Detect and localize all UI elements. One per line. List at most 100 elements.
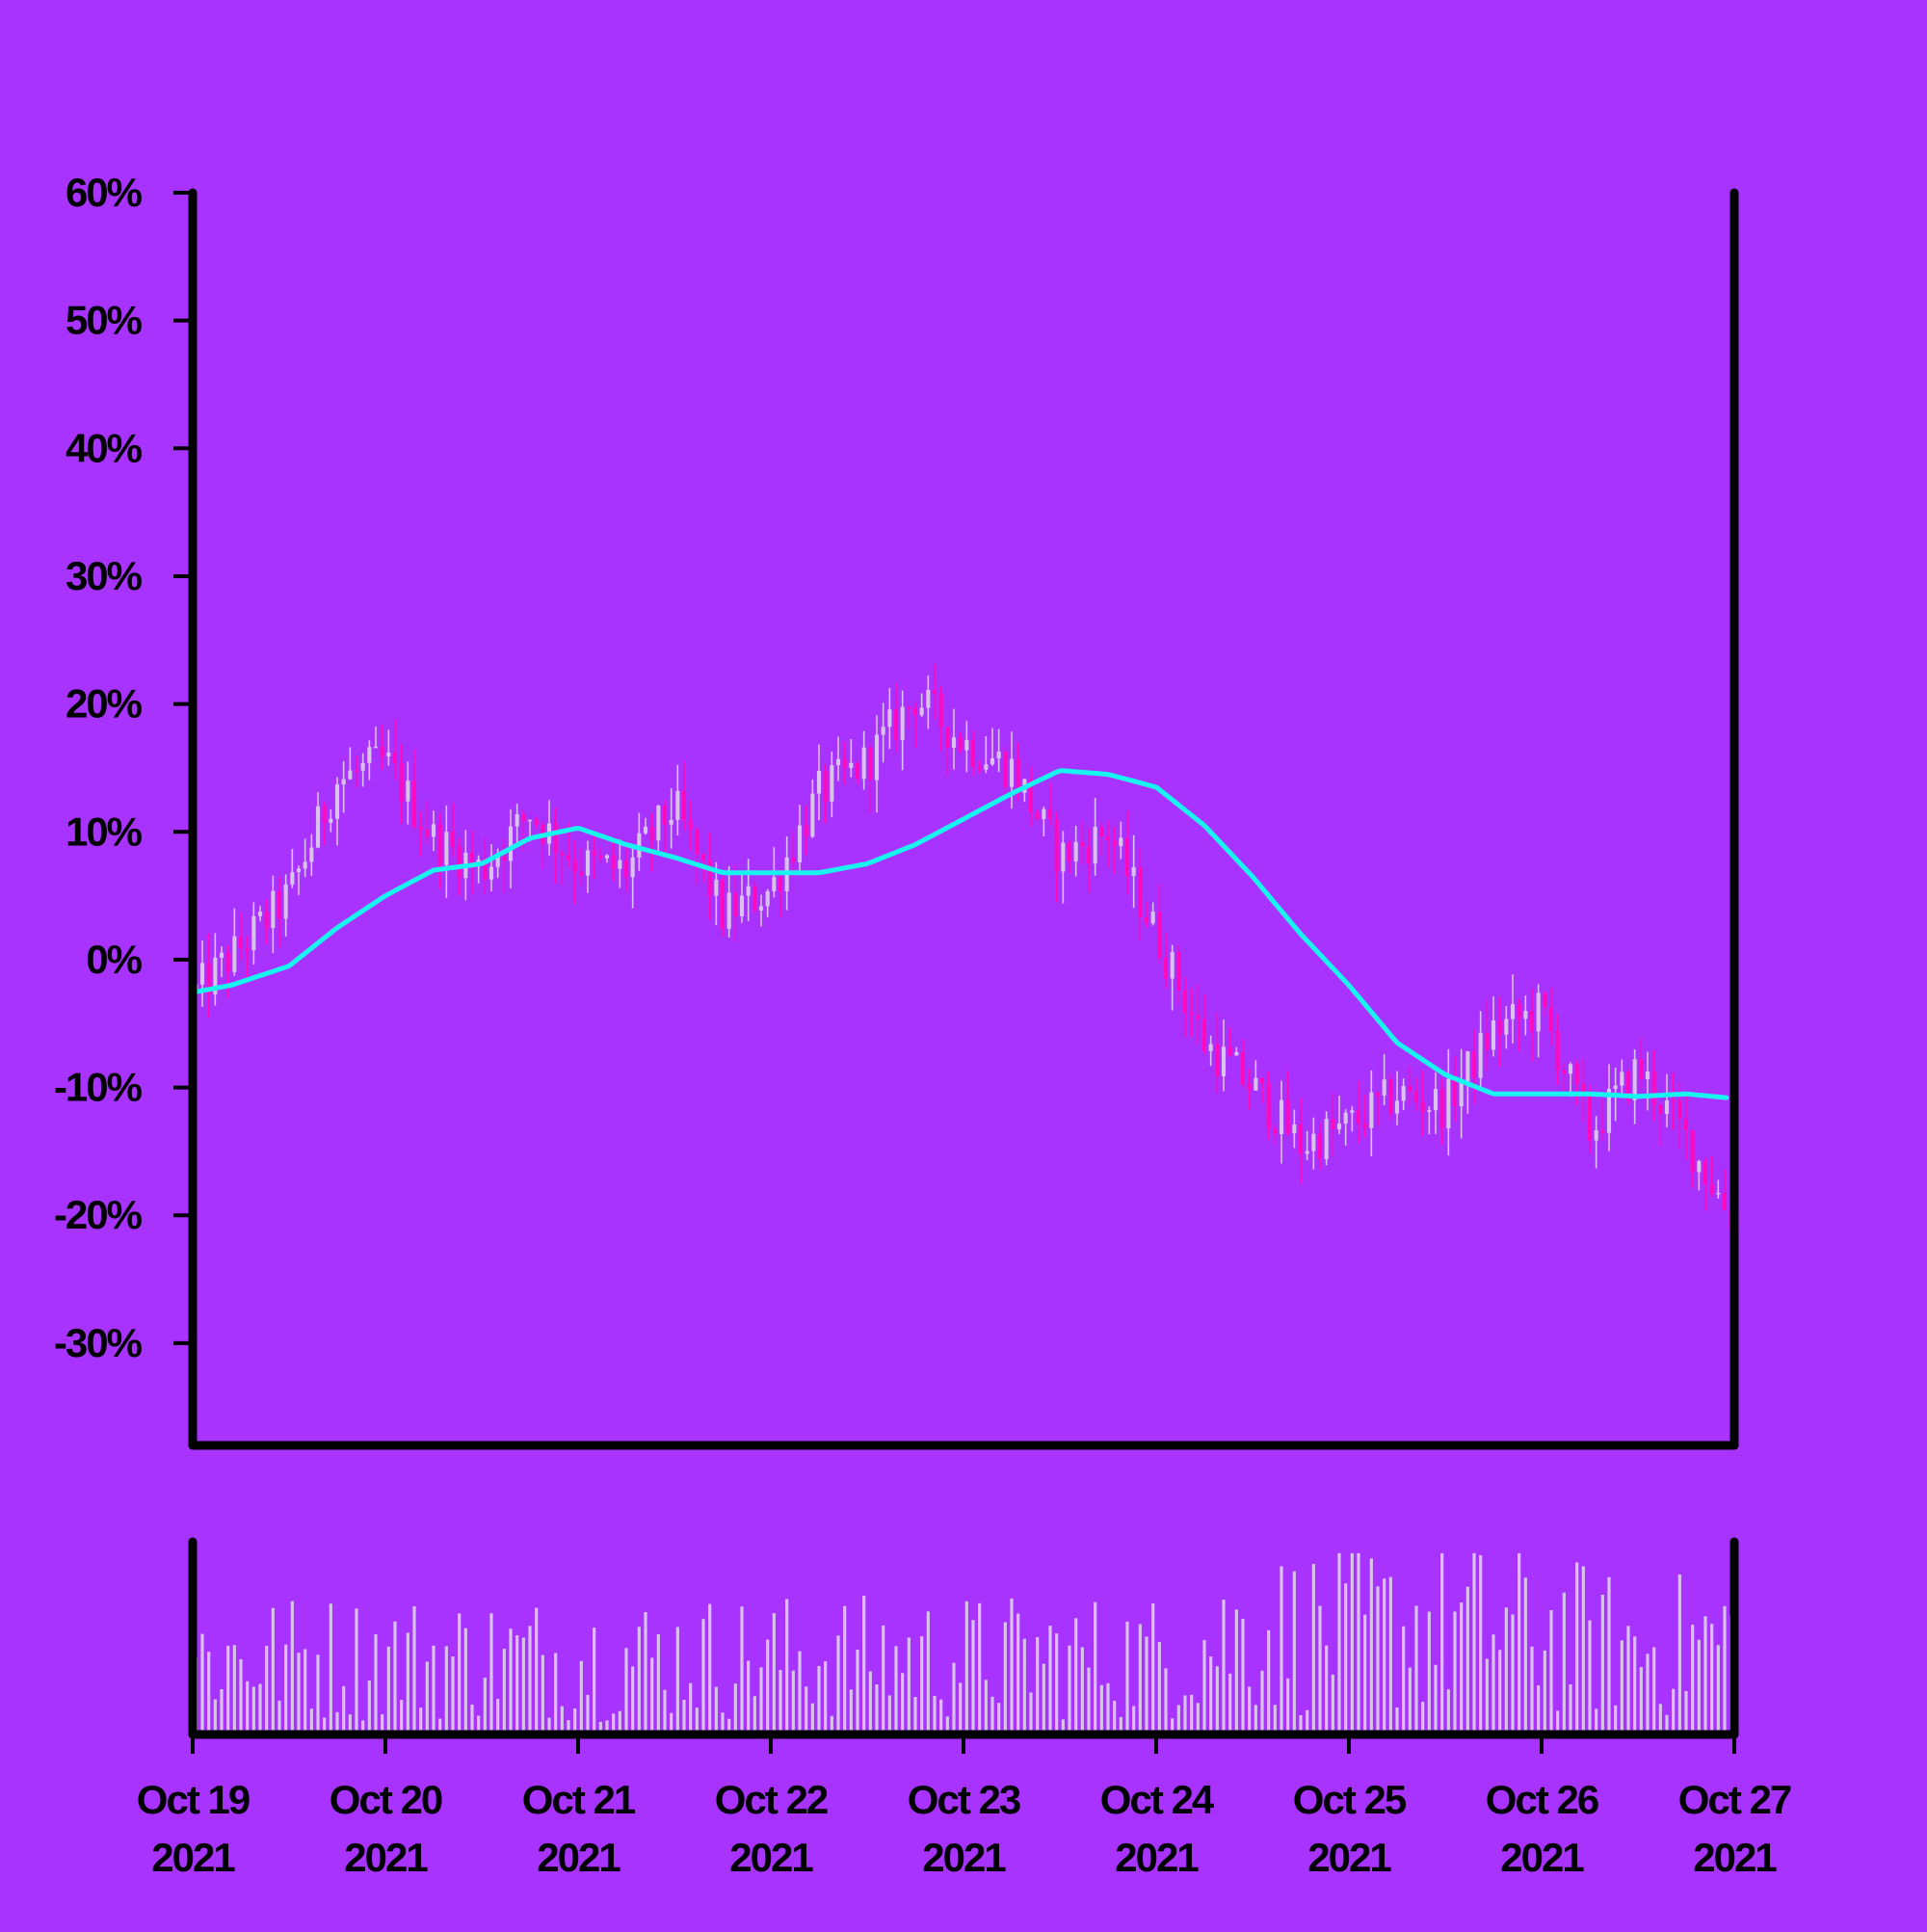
volume-bar [663,1689,667,1734]
volume-bar [1202,1640,1206,1734]
volume-bar [766,1639,770,1734]
candle-body [637,833,642,858]
volume-bar [451,1656,455,1734]
candle-body [1227,1046,1232,1056]
candle-body [1035,812,1040,819]
volume-bar [1595,1708,1598,1734]
candle-body [1413,1091,1419,1102]
volume-bar [875,1684,879,1734]
volume-bar [290,1601,294,1734]
candle-body [1587,1096,1593,1141]
volume-bar [868,1671,872,1734]
volume-bar [1280,1566,1283,1734]
volume-bar [779,1669,782,1734]
volume-bar [432,1645,436,1734]
candle-body [1047,808,1053,820]
candle-body [380,746,384,756]
volume-bar [323,1717,327,1734]
candle-body [1485,1032,1490,1050]
volume-bar [1350,1552,1354,1734]
candle-body [1073,841,1078,862]
volume-bar [1639,1667,1643,1734]
candle-body [1336,1123,1342,1129]
volume-bar [1157,1641,1161,1734]
volume-bar [901,1673,905,1734]
volume-bar [1306,1709,1309,1734]
volume-bar [361,1720,365,1734]
volume-bar [945,1716,949,1734]
volume-bar [798,1651,802,1734]
volume-bar [265,1645,269,1734]
volume-bar [251,1686,255,1734]
volume-bar [586,1694,590,1734]
candle-body [329,818,333,823]
x-tick-label-date: Oct 19 [137,1777,250,1822]
candle-body [348,770,353,780]
candle-body [469,852,475,864]
candle-body [1555,1031,1560,1071]
candle-body [1439,1089,1444,1129]
candle-body [1504,1019,1509,1035]
volume-bar [1684,1691,1688,1734]
volume-bar [1697,1639,1701,1734]
candle-body [816,771,822,794]
candle-body [1112,840,1117,847]
volume-bar [1658,1704,1662,1734]
volume-bar [637,1627,641,1734]
volume-bar [579,1660,583,1734]
volume-bar [1254,1705,1257,1734]
volume-bar [1055,1633,1059,1734]
candle-body [720,879,726,929]
volume-bar [1164,1668,1168,1734]
volume-bar [971,1620,975,1734]
candle-body [521,813,526,822]
x-tick-label-year: 2021 [1115,1835,1199,1880]
candle-body [1196,1015,1201,1019]
candle-body [290,872,295,885]
candle-body [450,832,456,847]
volume-bar [1113,1701,1117,1734]
volume-bar [1569,1684,1572,1734]
y-tick-label: 0% [86,937,142,982]
x-tick-label-date: Oct 24 [1100,1777,1215,1822]
volume-bar [644,1612,647,1734]
volume-bar [458,1613,462,1734]
volume-bar [1703,1616,1707,1734]
candle-body [502,857,507,861]
candle-body [810,793,815,837]
candle-body [675,790,680,820]
candle-body [958,737,963,751]
candle-body [932,690,937,694]
candle-body [1067,842,1072,862]
volume-bar [1723,1605,1727,1734]
candle-body [1054,819,1059,872]
volume-bar [316,1654,320,1734]
volume-bar [920,1636,924,1734]
candle-body [1234,1052,1239,1056]
candle-body [604,855,610,859]
candle-body [1543,992,1547,1008]
volume-bar [1388,1576,1392,1734]
candle-body [1562,1070,1567,1074]
candle-body [1144,916,1149,924]
candle-body [1639,1059,1644,1079]
candle-body [238,936,244,949]
volume-bar [1376,1586,1380,1734]
candle-body [1150,912,1155,924]
candle-body [457,846,462,879]
volume-bar [805,1686,808,1734]
candle-body [444,832,449,865]
candle-body [315,806,321,848]
candle-body [219,952,224,958]
volume-bar [463,1628,467,1734]
candle-body [1658,1104,1663,1114]
volume-bar [1402,1626,1406,1734]
candle-body [199,963,205,985]
candle-body [1170,951,1175,979]
y-tick-label: 30% [66,553,143,598]
volume-bar [1518,1552,1521,1734]
volume-bar [1363,1614,1367,1734]
volume-bar [1421,1702,1425,1734]
volume-bar [605,1720,609,1734]
volume-bar [1652,1647,1656,1734]
